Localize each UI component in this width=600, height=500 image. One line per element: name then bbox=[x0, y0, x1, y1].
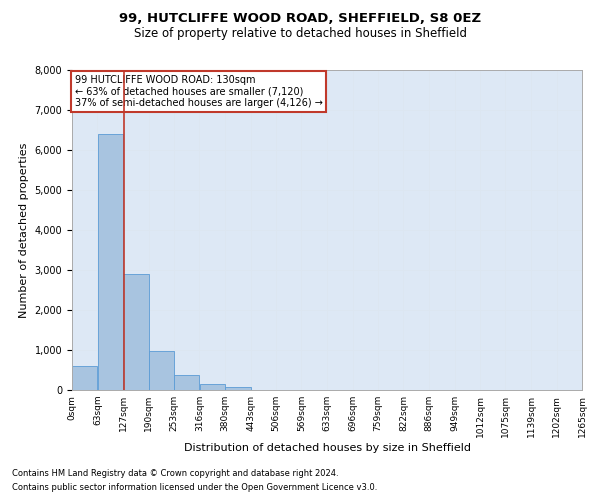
Text: 99, HUTCLIFFE WOOD ROAD, SHEFFIELD, S8 0EZ: 99, HUTCLIFFE WOOD ROAD, SHEFFIELD, S8 0… bbox=[119, 12, 481, 26]
Y-axis label: Number of detached properties: Number of detached properties bbox=[19, 142, 29, 318]
Bar bbox=[174, 375, 199, 390]
Text: Contains HM Land Registry data © Crown copyright and database right 2024.: Contains HM Land Registry data © Crown c… bbox=[12, 468, 338, 477]
Text: Contains public sector information licensed under the Open Government Licence v3: Contains public sector information licen… bbox=[12, 484, 377, 492]
X-axis label: Distribution of detached houses by size in Sheffield: Distribution of detached houses by size … bbox=[184, 442, 470, 452]
Bar bbox=[226, 387, 251, 390]
Bar bbox=[97, 134, 123, 390]
Bar bbox=[124, 274, 149, 390]
Text: 99 HUTCLIFFE WOOD ROAD: 130sqm
← 63% of detached houses are smaller (7,120)
37% : 99 HUTCLIFFE WOOD ROAD: 130sqm ← 63% of … bbox=[74, 75, 322, 108]
Bar bbox=[199, 384, 225, 390]
Bar bbox=[72, 366, 97, 390]
Bar bbox=[149, 351, 174, 390]
Text: Size of property relative to detached houses in Sheffield: Size of property relative to detached ho… bbox=[133, 28, 467, 40]
